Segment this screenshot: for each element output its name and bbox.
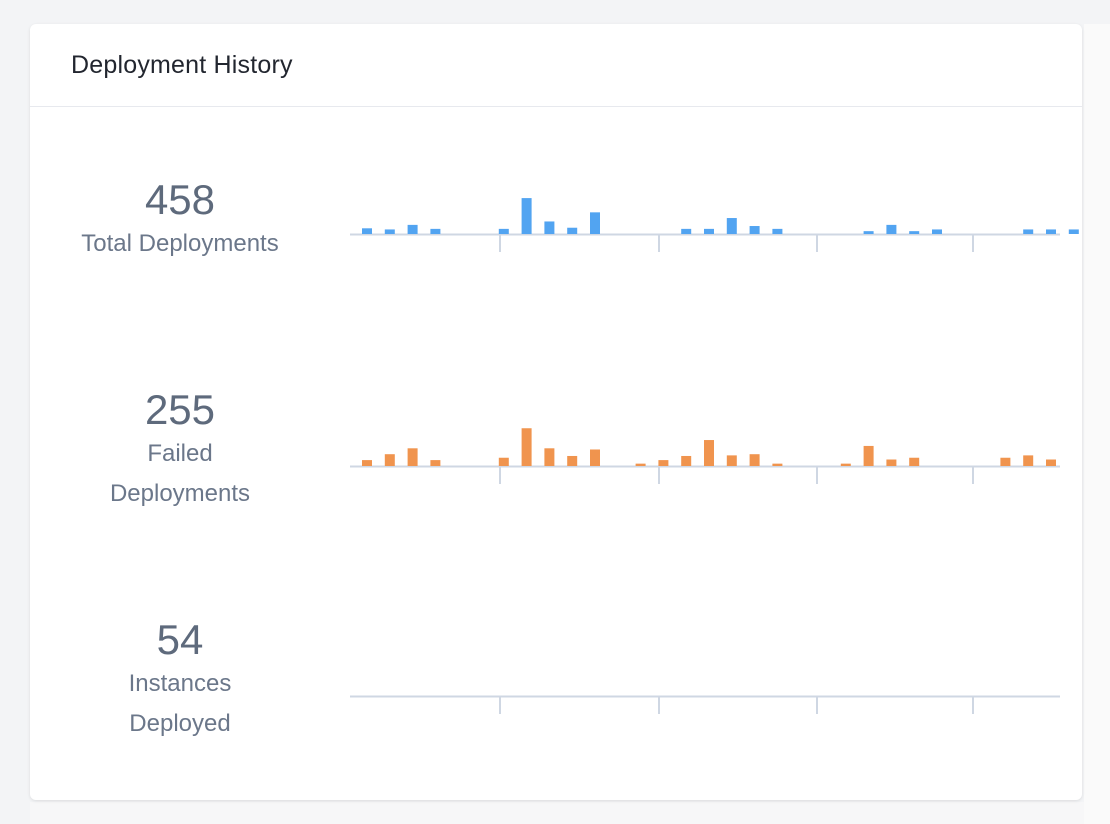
bar	[498, 228, 509, 234]
bar	[407, 448, 418, 466]
bar	[863, 231, 874, 234]
bar	[909, 231, 920, 234]
bar	[430, 460, 441, 466]
bar	[704, 440, 714, 466]
bar	[407, 224, 418, 234]
bar	[1068, 229, 1079, 234]
sparkline-total-deployments	[350, 198, 1079, 252]
bar	[726, 455, 737, 466]
card-header: Deployment History	[30, 24, 1082, 107]
card-footer-edge	[30, 802, 1084, 824]
sparkline-failed-deployments	[350, 428, 1060, 484]
metric-instances-deployed: 54 Instances Deployed	[30, 616, 330, 744]
bar	[521, 198, 532, 234]
bar	[886, 459, 897, 466]
metric-value: 458	[144, 176, 216, 223]
bar	[1023, 455, 1034, 466]
bar	[772, 228, 783, 234]
bar	[886, 224, 897, 234]
bar	[1023, 229, 1034, 234]
card-title: Deployment History	[71, 50, 293, 79]
bar	[362, 228, 372, 234]
deployment-sparklines	[350, 198, 1079, 714]
side-panel-edge	[1084, 24, 1110, 824]
metric-label: Total Deployments	[81, 230, 279, 257]
bar	[909, 457, 920, 466]
bar	[681, 455, 692, 466]
metric-label: Instances	[128, 670, 232, 697]
bar	[704, 228, 714, 234]
bar	[658, 460, 669, 466]
bar	[863, 445, 874, 466]
bar	[749, 226, 760, 234]
bar	[521, 428, 532, 466]
bar	[544, 221, 555, 234]
bar	[590, 449, 600, 466]
sparkline-instances-deployed	[350, 695, 1060, 714]
bar	[362, 460, 372, 466]
bar	[840, 463, 851, 466]
bar	[932, 229, 942, 234]
bar	[384, 454, 395, 466]
metric-failed-deployments: 255 Failed Deployments	[30, 386, 330, 514]
metric-total-deployments: 458 Total Deployments	[30, 176, 330, 264]
bar	[1046, 229, 1056, 234]
bar	[749, 454, 760, 466]
bar	[384, 229, 395, 234]
bar	[590, 212, 600, 234]
metric-label: Failed	[147, 440, 213, 467]
bar	[567, 455, 578, 466]
bar	[544, 448, 555, 466]
bar	[726, 218, 737, 234]
metric-value: 255	[144, 386, 216, 433]
bar	[681, 228, 692, 234]
metric-value: 54	[156, 616, 204, 663]
metric-label: Deployments	[109, 480, 251, 507]
bar	[772, 463, 783, 466]
bar	[567, 227, 578, 234]
bar	[635, 463, 646, 466]
bar	[1046, 459, 1056, 466]
deployment-history-card: Deployment History 458 Total Deployments…	[30, 24, 1082, 800]
bar	[498, 457, 509, 466]
bar	[430, 228, 441, 234]
bar	[1000, 457, 1011, 466]
metric-label: Deployed	[129, 710, 231, 737]
